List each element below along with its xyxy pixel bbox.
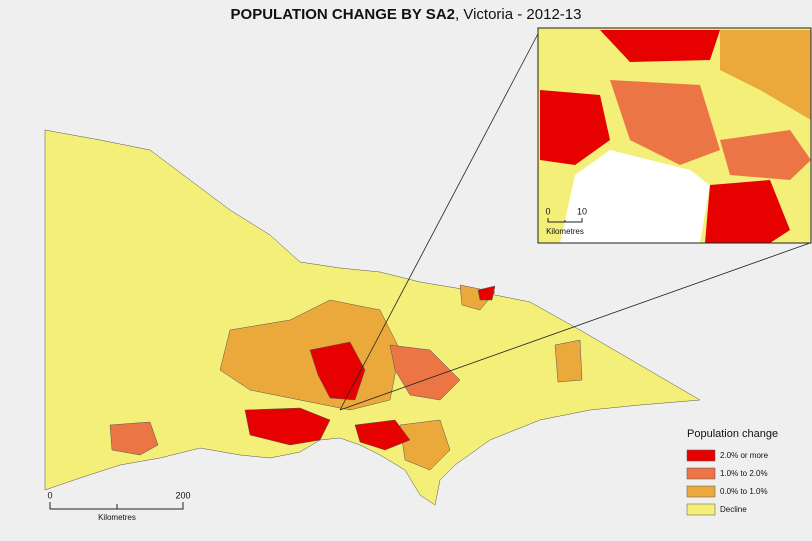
inset-map: 0 10 Kilometres: [537, 27, 812, 244]
inset-sea: [560, 150, 710, 243]
region: [354, 419, 411, 451]
region: [554, 339, 583, 383]
region: [109, 421, 159, 456]
legend-swatch: [686, 449, 716, 462]
inset-region: [600, 30, 720, 62]
scale: 0 200 Kilometres: [47, 490, 190, 522]
legend-label: Decline: [720, 505, 747, 514]
legend-swatch: [686, 467, 716, 480]
legend-label: 0.0% to 1.0%: [720, 487, 768, 496]
victoria: [44, 129, 701, 506]
title-rest: , Victoria - 2012-13: [455, 6, 581, 23]
inset-scale-start: 0: [545, 206, 550, 216]
region: [477, 285, 496, 301]
legend-swatch: [686, 485, 716, 498]
title-bold: POPULATION CHANGE BY SA2: [231, 6, 455, 23]
legend: Population change 2.0% or more 1.0% to 2.…: [686, 428, 778, 516]
region: [244, 407, 331, 446]
legend-title: Population change: [687, 428, 778, 440]
map-title: POPULATION CHANGE BY SA2, Victoria - 201…: [231, 6, 582, 23]
inset-scale-end: 10: [577, 206, 587, 216]
inset-region: [705, 180, 790, 243]
inset-border: [537, 27, 812, 244]
inset-region: [540, 90, 610, 165]
inset-leader: [339, 29, 541, 411]
inset-leader: [339, 242, 811, 411]
inset-region: [610, 80, 720, 165]
scale-unit: Kilometres: [98, 513, 136, 522]
inset-scale-bar: [547, 218, 583, 223]
legend-swatch: [686, 503, 716, 516]
scale-end: 200: [175, 490, 190, 500]
scale-bar: [49, 502, 184, 510]
legend-label: 2.0% or more: [720, 451, 769, 460]
legend-label: 1.0% to 2.0%: [720, 469, 768, 478]
region: [399, 419, 451, 471]
inset-region: [720, 30, 811, 120]
scale-start: 0: [47, 490, 52, 500]
region: [309, 341, 366, 401]
inset-region: [720, 130, 811, 180]
inset-scale-unit: Kilometres: [546, 227, 584, 236]
